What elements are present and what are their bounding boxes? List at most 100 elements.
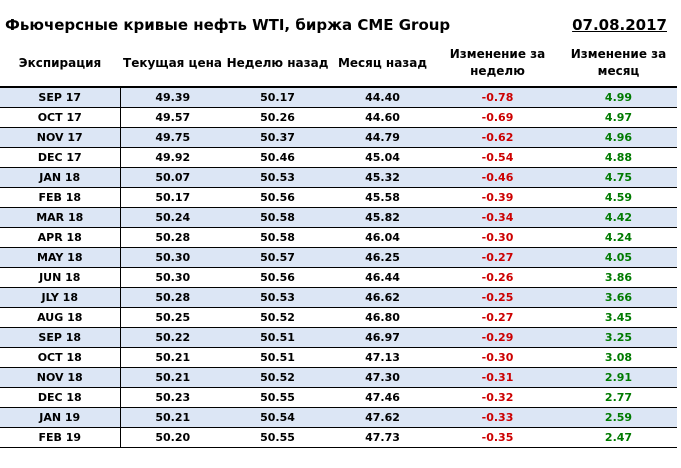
title-bar: Фьючерсные кривые нефть WTI, биржа CME G… (0, 0, 681, 40)
cell-month-ago: 46.04 (330, 227, 435, 248)
cell-week-ago: 50.37 (225, 127, 330, 148)
cell-week-change: -0.46 (435, 167, 560, 188)
cell-month-change: 4.24 (560, 227, 677, 248)
column-header-month-ago: Месяц назад (330, 40, 435, 88)
cell-month-change: 4.05 (560, 247, 677, 268)
cell-current-price: 50.17 (120, 187, 225, 208)
cell-current-price: 50.30 (120, 267, 225, 288)
cell-expiration: NOV 17 (0, 127, 121, 148)
cell-month-ago: 45.82 (330, 207, 435, 228)
table-row: DEC 18 50.23 50.55 47.46 -0.32 2.77 (0, 387, 677, 408)
cell-current-price: 50.07 (120, 167, 225, 188)
cell-expiration: DEC 17 (0, 147, 121, 168)
cell-current-price: 49.75 (120, 127, 225, 148)
cell-current-price: 50.28 (120, 227, 225, 248)
cell-current-price: 50.23 (120, 387, 225, 408)
cell-expiration: JAN 19 (0, 407, 121, 428)
cell-expiration: NOV 18 (0, 367, 121, 388)
cell-month-ago: 45.32 (330, 167, 435, 188)
cell-week-change: -0.30 (435, 347, 560, 368)
cell-month-ago: 44.40 (330, 87, 435, 108)
cell-expiration: JAN 18 (0, 167, 121, 188)
cell-month-change: 4.99 (560, 87, 677, 108)
cell-month-change: 2.91 (560, 367, 677, 388)
cell-week-change: -0.54 (435, 147, 560, 168)
cell-week-ago: 50.55 (225, 427, 330, 448)
table-row: JAN 19 50.21 50.54 47.62 -0.33 2.59 (0, 407, 677, 428)
cell-month-change: 2.47 (560, 427, 677, 448)
cell-week-change: -0.62 (435, 127, 560, 148)
cell-week-ago: 50.53 (225, 287, 330, 308)
table-row: DEC 17 49.92 50.46 45.04 -0.54 4.88 (0, 147, 677, 168)
column-header-expiration: Экспирация (0, 40, 120, 88)
cell-week-ago: 50.51 (225, 347, 330, 368)
cell-month-ago: 46.44 (330, 267, 435, 288)
cell-week-change: -0.31 (435, 367, 560, 388)
cell-expiration: OCT 17 (0, 107, 121, 128)
cell-month-ago: 44.60 (330, 107, 435, 128)
cell-month-ago: 46.80 (330, 307, 435, 328)
table-row: SEP 18 50.22 50.51 46.97 -0.29 3.25 (0, 327, 677, 348)
table-row: APR 18 50.28 50.58 46.04 -0.30 4.24 (0, 227, 677, 248)
cell-month-change: 4.96 (560, 127, 677, 148)
cell-week-change: -0.39 (435, 187, 560, 208)
cell-expiration: JUN 18 (0, 267, 121, 288)
cell-month-change: 2.77 (560, 387, 677, 408)
cell-week-ago: 50.46 (225, 147, 330, 168)
cell-month-ago: 47.46 (330, 387, 435, 408)
column-header-week-ago: Неделю назад (225, 40, 330, 88)
cell-week-ago: 50.17 (225, 87, 330, 108)
cell-month-ago: 46.62 (330, 287, 435, 308)
cell-expiration: MAY 18 (0, 247, 121, 268)
table-row: MAR 18 50.24 50.58 45.82 -0.34 4.42 (0, 207, 677, 228)
cell-week-change: -0.35 (435, 427, 560, 448)
cell-month-change: 4.59 (560, 187, 677, 208)
cell-month-ago: 47.62 (330, 407, 435, 428)
table-row: OCT 17 49.57 50.26 44.60 -0.69 4.97 (0, 107, 677, 128)
cell-current-price: 50.22 (120, 327, 225, 348)
cell-expiration: MAR 18 (0, 207, 121, 228)
cell-week-ago: 50.56 (225, 267, 330, 288)
table-header-row: Экспирация Текущая цена Неделю назад Мес… (0, 40, 677, 88)
cell-expiration: JLY 18 (0, 287, 121, 308)
cell-month-change: 4.97 (560, 107, 677, 128)
table-row: NOV 18 50.21 50.52 47.30 -0.31 2.91 (0, 367, 677, 388)
cell-current-price: 50.24 (120, 207, 225, 228)
cell-month-ago: 47.30 (330, 367, 435, 388)
cell-week-ago: 50.58 (225, 227, 330, 248)
cell-current-price: 50.21 (120, 347, 225, 368)
cell-month-change: 3.25 (560, 327, 677, 348)
cell-current-price: 49.57 (120, 107, 225, 128)
cell-current-price: 50.20 (120, 427, 225, 448)
cell-current-price: 49.39 (120, 87, 225, 108)
cell-week-change: -0.32 (435, 387, 560, 408)
cell-week-change: -0.25 (435, 287, 560, 308)
cell-week-ago: 50.58 (225, 207, 330, 228)
cell-month-ago: 47.13 (330, 347, 435, 368)
table-row: OCT 18 50.21 50.51 47.13 -0.30 3.08 (0, 347, 677, 368)
table-row: JAN 18 50.07 50.53 45.32 -0.46 4.75 (0, 167, 677, 188)
cell-week-change: -0.30 (435, 227, 560, 248)
cell-expiration: OCT 18 (0, 347, 121, 368)
cell-week-change: -0.34 (435, 207, 560, 228)
cell-current-price: 50.21 (120, 367, 225, 388)
table-row: AUG 18 50.25 50.52 46.80 -0.27 3.45 (0, 307, 677, 328)
column-header-month-change: Изменение за месяц (560, 40, 677, 88)
cell-week-change: -0.27 (435, 307, 560, 328)
cell-current-price: 50.25 (120, 307, 225, 328)
cell-expiration: AUG 18 (0, 307, 121, 328)
table-row: FEB 18 50.17 50.56 45.58 -0.39 4.59 (0, 187, 677, 208)
report-date: 07.08.2017 (572, 16, 667, 34)
cell-week-change: -0.27 (435, 247, 560, 268)
cell-current-price: 50.28 (120, 287, 225, 308)
cell-week-change: -0.26 (435, 267, 560, 288)
cell-expiration: SEP 17 (0, 87, 121, 108)
cell-month-change: 4.88 (560, 147, 677, 168)
table-row: MAY 18 50.30 50.57 46.25 -0.27 4.05 (0, 247, 677, 268)
page-title: Фьючерсные кривые нефть WTI, биржа CME G… (5, 16, 451, 34)
cell-week-ago: 50.52 (225, 307, 330, 328)
cell-month-change: 4.42 (560, 207, 677, 228)
cell-month-ago: 45.58 (330, 187, 435, 208)
cell-week-change: -0.78 (435, 87, 560, 108)
cell-month-change: 3.66 (560, 287, 677, 308)
